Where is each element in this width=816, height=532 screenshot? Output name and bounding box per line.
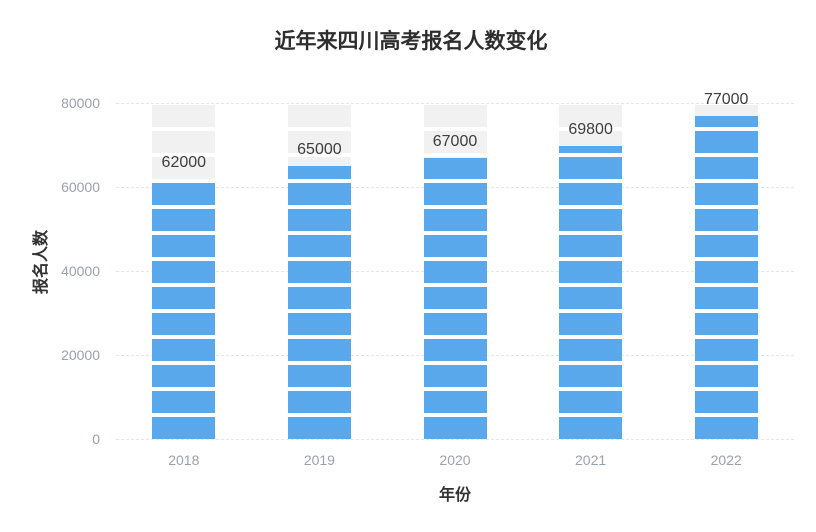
y-tick-label: 80000 <box>61 95 100 111</box>
bar-2021[interactable]: 69800 <box>559 103 623 439</box>
bar-2018[interactable]: 62000 <box>152 103 216 439</box>
x-tick-label: 2019 <box>303 452 335 468</box>
bar-2020[interactable]: 67000 <box>423 103 487 439</box>
bar-fill[interactable] <box>287 166 351 439</box>
bar-fill[interactable] <box>152 178 216 439</box>
y-tick-label: 40000 <box>61 263 100 279</box>
bar-value-label: 65000 <box>297 141 342 158</box>
y-tick-label: 20000 <box>61 347 100 363</box>
bar-2022[interactable]: 77000 <box>694 91 758 439</box>
x-tick-label: 2020 <box>439 452 471 468</box>
bar-fill[interactable] <box>423 157 487 439</box>
y-gridline <box>116 439 794 440</box>
bar-fill[interactable] <box>694 115 758 439</box>
bar-value-label: 67000 <box>432 132 478 150</box>
y-tick-label: 60000 <box>61 179 100 195</box>
bar-value-label: 62000 <box>161 153 207 171</box>
y-tick-label: 0 <box>92 431 100 447</box>
chart-title: 近年来四川高考报名人数变化 <box>274 30 548 53</box>
bar-value-label: 77000 <box>703 90 749 108</box>
x-axis-name: 年份 <box>438 487 472 504</box>
x-tick-label: 2021 <box>575 452 607 468</box>
bar-2019[interactable]: 65000 <box>287 103 351 439</box>
x-tick-label: 2018 <box>168 452 200 468</box>
x-tick-label: 2022 <box>710 452 742 468</box>
y-axis-name: 报名人数 <box>33 229 50 295</box>
bar-fill[interactable] <box>559 145 623 439</box>
bar-value-label: 69800 <box>568 120 613 138</box>
